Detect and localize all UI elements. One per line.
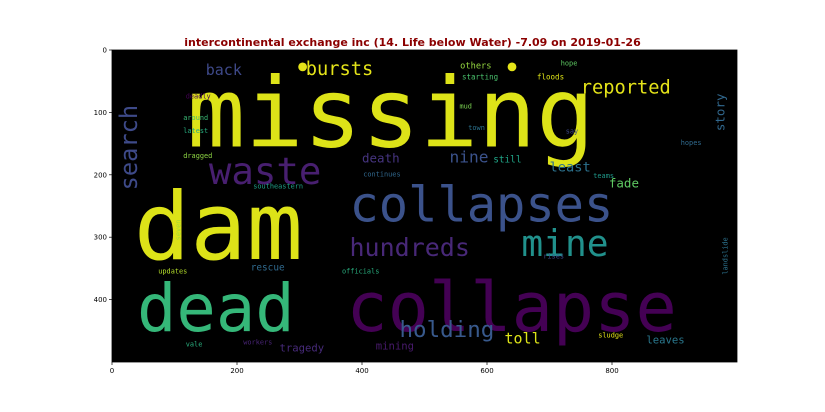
y-tick-label: 200 [94,171,107,179]
word-still: still [493,154,521,165]
word-dead: dead [137,271,295,347]
word-seven: seven [175,220,183,241]
word-collapse: collapse [346,268,676,348]
word-mine: mine [521,222,608,265]
word-rises: rises [543,252,564,260]
word-tragedy: tragedy [280,342,325,354]
word-vale: vale [186,340,203,348]
word-landslide: landslide [722,237,730,274]
word-floods: floods [537,72,564,81]
word-southeastern: southeastern [253,183,303,191]
word-dot [507,62,517,72]
word-dot [298,62,308,72]
word-dragged: dragged [183,152,212,160]
word-rescue: rescue [251,262,285,273]
y-tick-label: 0 [103,47,107,55]
word-toll: toll [505,329,541,347]
word-hopes: hopes [681,139,702,147]
word-others: others [460,62,491,72]
word-hundreds: hundreds [350,233,470,262]
word-holding: holding [400,317,495,343]
word-leaves: leaves [646,334,684,346]
x-tick-label: 200 [230,367,243,375]
word-workers: workers [243,339,272,347]
plot-area [112,50,737,362]
word-death: death [362,150,400,165]
word-deadly: deadly [186,93,211,101]
word-bursts: bursts [306,59,374,80]
word-dam: dam [134,173,303,282]
x-tick-label: 0 [110,367,114,375]
y-tick-label: 300 [94,234,107,242]
word-waste: waste [209,149,322,193]
axis-ticks: 0 200 400 600 800 0 100 200 300 400 [94,47,619,376]
word-reported: reported [581,78,671,99]
word-continues: continues [363,171,400,179]
y-tick-label: 100 [94,109,107,117]
word-starting: starting [462,72,498,81]
word-mud: mud [460,103,472,111]
word-back: back [206,61,242,79]
word-updates: updates [158,267,187,275]
word-nine: nine [450,147,489,166]
x-tick-label: 400 [355,367,368,375]
y-tick-label: 400 [94,296,107,304]
word-town: town [468,124,485,132]
word-least: least [550,160,591,176]
word-collapses: collapses [350,178,614,234]
word-hope: hope [561,60,578,68]
x-tick-label: 600 [480,367,493,375]
word-mining: mining [376,341,414,353]
word-teams: teams [593,172,614,180]
word-officials: officials [342,267,379,275]
word-say: say [566,128,578,136]
word-latest: latest [183,127,208,135]
word-story: story [713,93,728,131]
word-sludge: sludge [598,332,623,340]
chart-title: intercontinental exchange inc (14. Life … [184,36,641,49]
word-fade: fade [609,175,639,190]
x-tick-label: 800 [605,367,618,375]
word-search: search [115,105,143,191]
word-around: around [183,114,208,122]
plot-border [111,49,738,363]
word-missing: missing [187,57,594,170]
